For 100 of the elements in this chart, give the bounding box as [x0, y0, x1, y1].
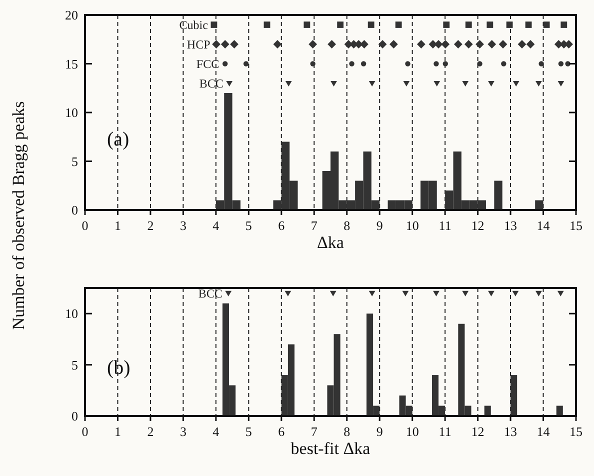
- point: [285, 81, 292, 86]
- point: [498, 40, 508, 48]
- x-tick-label: 7: [310, 424, 318, 439]
- x-tick-label: 8: [344, 218, 350, 233]
- point: [464, 40, 473, 48]
- point: [273, 40, 282, 48]
- point: [310, 61, 316, 66]
- x-tick-label: 8: [344, 424, 350, 439]
- x-tick-label: 9: [376, 424, 383, 439]
- point: [476, 40, 484, 48]
- x-tick-label: 12: [471, 424, 484, 439]
- point: [526, 40, 535, 48]
- x-tick-label: 13: [504, 218, 518, 233]
- point: [264, 22, 270, 28]
- point: [368, 22, 374, 28]
- point: [405, 61, 410, 66]
- x-tick-label: 4: [212, 424, 220, 439]
- point: [330, 81, 337, 86]
- point: [434, 81, 440, 86]
- x-tick-label: 1: [114, 424, 121, 439]
- annotation: (a): [107, 128, 130, 151]
- x-axis-title: best-fit Δka: [290, 439, 371, 458]
- y-tick-label: 0: [72, 202, 78, 218]
- point: [488, 40, 496, 48]
- point: [368, 81, 376, 86]
- point: [308, 40, 318, 48]
- x-tick-label: 0: [82, 218, 88, 233]
- point: [226, 81, 233, 86]
- point: [243, 61, 249, 66]
- point: [512, 81, 520, 86]
- series-label: HCP: [186, 37, 211, 52]
- x-tick-label: 10: [406, 424, 419, 439]
- point: [462, 81, 469, 86]
- point: [454, 40, 462, 48]
- point: [442, 61, 448, 66]
- point: [337, 22, 344, 28]
- x-tick-label: 2: [147, 424, 154, 439]
- y-tick-label: 20: [65, 8, 78, 23]
- point: [360, 40, 368, 48]
- x-tick-label: 9: [376, 218, 383, 233]
- x-tick-label: 11: [438, 218, 452, 233]
- x-tick-label: 15: [570, 424, 582, 439]
- x-axis-title: Δka: [317, 233, 344, 252]
- series-label: BCC: [199, 76, 224, 90]
- y-tick-label: 5: [72, 154, 78, 169]
- x-tick-label: 12: [471, 218, 484, 233]
- point: [212, 40, 220, 48]
- point: [465, 22, 472, 28]
- point: [538, 61, 544, 66]
- point: [486, 22, 494, 28]
- y-tick-label: 5: [72, 357, 78, 372]
- point: [434, 61, 439, 66]
- x-tick-label: 3: [180, 424, 186, 439]
- x-tick-label: 4: [212, 218, 220, 233]
- point: [230, 40, 238, 48]
- point: [560, 22, 568, 28]
- point: [222, 61, 228, 66]
- point: [210, 22, 218, 28]
- point: [328, 40, 336, 48]
- x-tick-label: 5: [245, 424, 252, 439]
- point: [304, 22, 310, 28]
- x-tick-label: 14: [536, 424, 550, 439]
- point: [501, 61, 506, 66]
- point: [558, 81, 564, 86]
- point: [535, 81, 542, 86]
- x-tick-label: 7: [310, 218, 318, 233]
- y-axis-title: Number of observed Bragg peaks: [9, 101, 28, 330]
- point: [416, 40, 426, 48]
- y-tick-label: 15: [65, 56, 78, 72]
- x-tick-label: 1: [114, 218, 121, 233]
- point: [506, 22, 513, 28]
- y-tick-label: 0: [72, 408, 78, 424]
- point: [443, 22, 450, 28]
- annotation: (b): [107, 356, 130, 379]
- point: [378, 40, 387, 48]
- x-tick-label: 10: [406, 218, 419, 233]
- x-tick-label: 3: [180, 218, 186, 233]
- point: [360, 61, 366, 66]
- y-tick-label: 10: [65, 306, 78, 322]
- point: [403, 81, 410, 86]
- x-tick-label: 2: [147, 218, 154, 233]
- point: [488, 81, 494, 86]
- point: [518, 40, 526, 48]
- point: [395, 22, 402, 28]
- y-tick-label: 10: [65, 105, 78, 120]
- point: [477, 61, 482, 66]
- series-label: Cubic: [179, 18, 208, 32]
- point: [220, 40, 230, 48]
- x-tick-label: 0: [82, 424, 88, 439]
- series-label: BCC: [198, 286, 222, 300]
- x-tick-label: 6: [278, 424, 286, 439]
- x-tick-label: 14: [536, 218, 550, 233]
- point: [441, 40, 450, 48]
- point: [389, 40, 398, 48]
- x-tick-label: 13: [504, 424, 518, 439]
- x-tick-label: 15: [570, 218, 582, 233]
- point: [349, 61, 354, 66]
- series-label: FCC: [196, 56, 220, 71]
- point: [525, 22, 532, 28]
- x-tick-label: 5: [245, 218, 252, 233]
